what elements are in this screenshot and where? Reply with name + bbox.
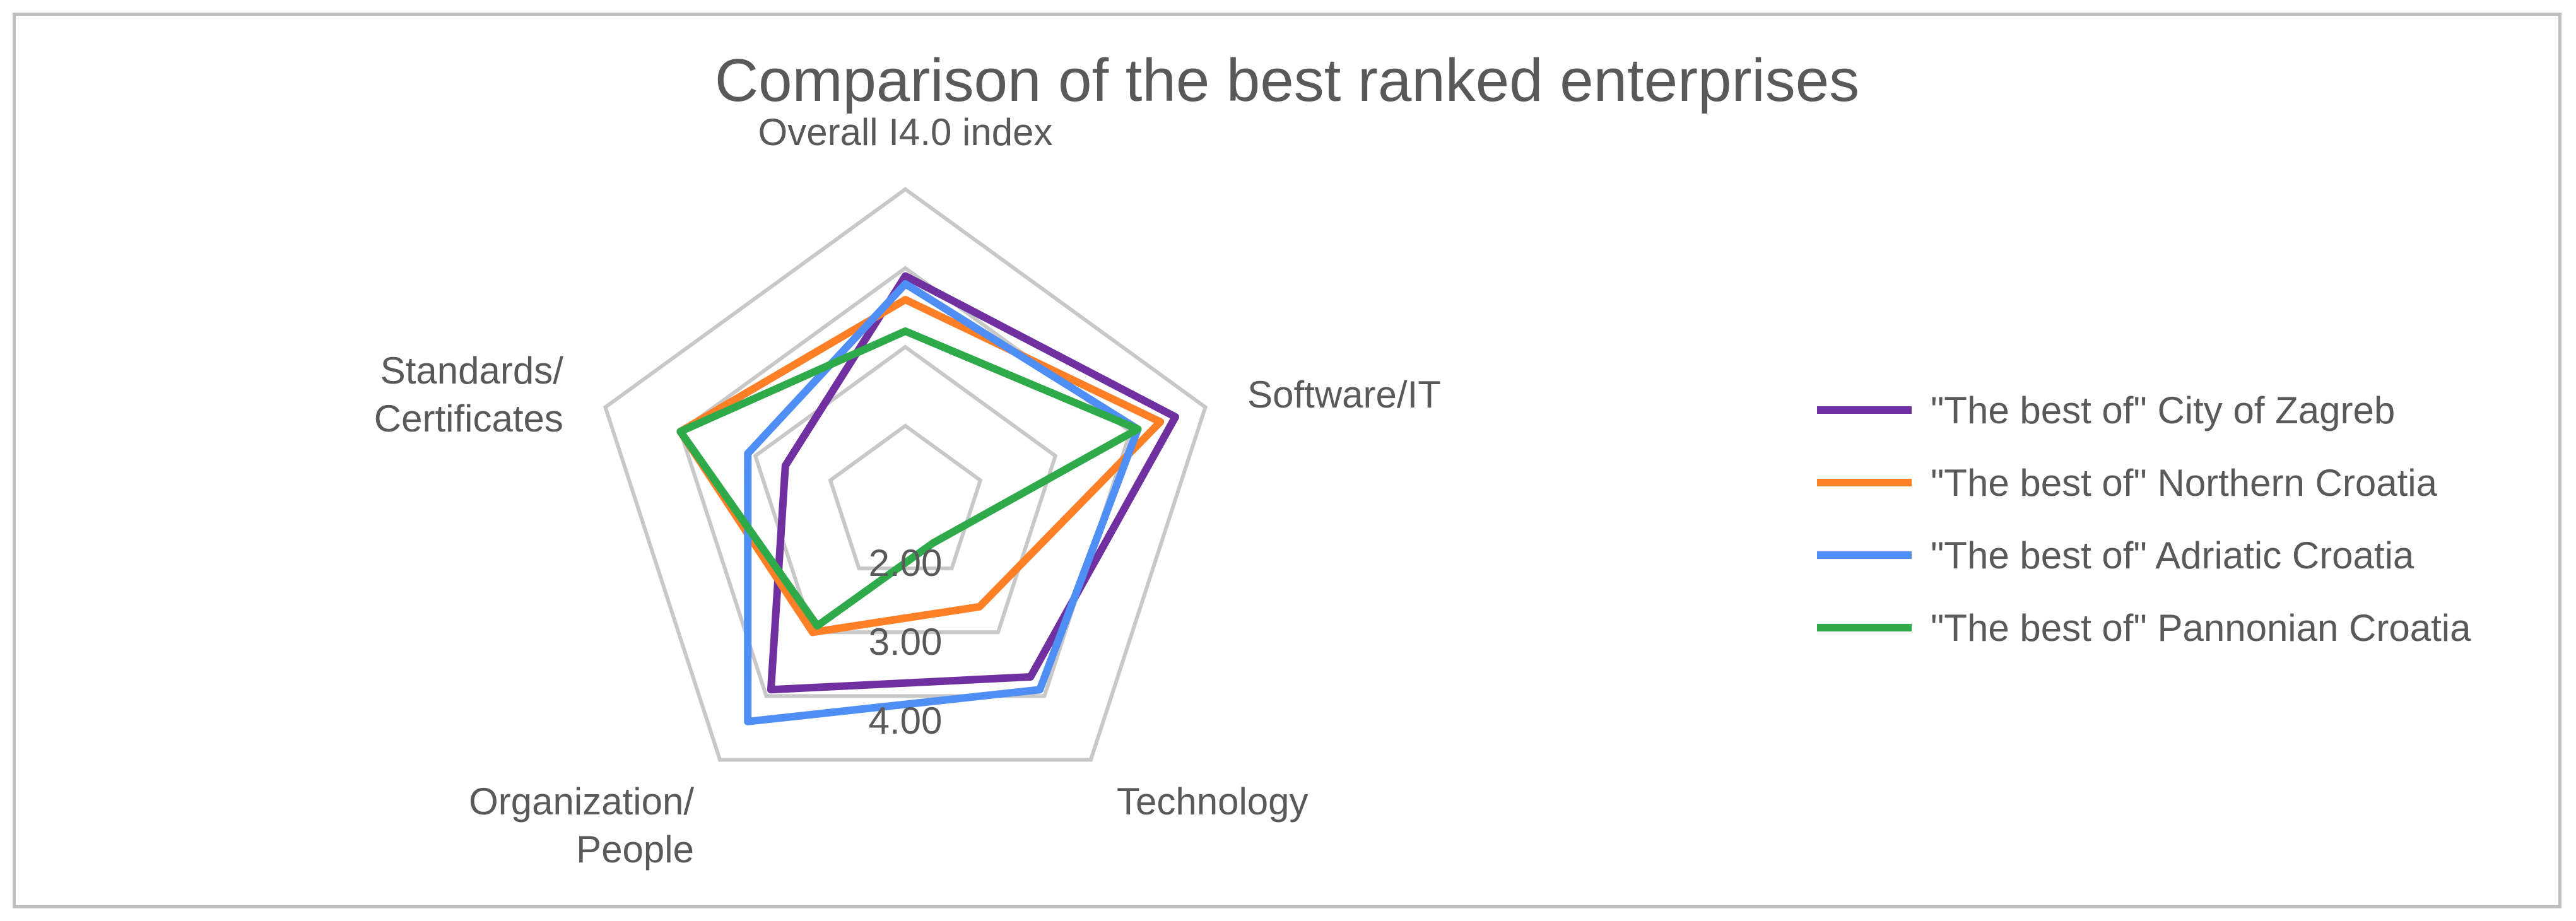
tick-label-1: 3.00 <box>869 621 943 663</box>
grid-ring-1 <box>828 423 983 571</box>
tick-label-0: 2.00 <box>869 542 943 584</box>
series-line-3 <box>676 327 1142 630</box>
series-line-0 <box>767 272 1179 694</box>
axis-label-0: Overall I4.0 index <box>758 111 1053 153</box>
legend-label-2: "The best of" Adriatic Croatia <box>1931 534 2414 577</box>
chart-frame <box>13 13 2561 908</box>
series-line-2 <box>744 280 1142 725</box>
axis-label-line: Certificates <box>374 397 563 440</box>
axis-label-line: People <box>576 828 694 871</box>
chart-title: Comparison of the best ranked enterprise… <box>715 47 1859 114</box>
legend-label-0: "The best of" City of Zagreb <box>1931 389 2395 431</box>
series-line-1 <box>676 296 1165 636</box>
tick-label-2: 4.00 <box>869 700 943 742</box>
axis-label-line: Technology <box>1117 780 1309 823</box>
axis-label-1: Software/IT <box>1247 373 1441 416</box>
tick-labels: 2.00 3.00 4.00 <box>869 542 943 742</box>
axis-label-line: Software/IT <box>1247 373 1441 416</box>
radar-series <box>676 272 1179 725</box>
axis-label-line: Overall I4.0 index <box>758 111 1053 153</box>
axis-label-line: Standards/ <box>380 349 564 392</box>
legend-label-3: "The best of" Pannonian Croatia <box>1931 607 2471 649</box>
axis-label-2: Technology <box>1117 780 1309 823</box>
axis-label-4: Standards/Certificates <box>374 349 563 440</box>
grid-ring-2 <box>753 344 1058 635</box>
axis-labels: Overall I4.0 index Software/IT Technology O… <box>374 111 1441 871</box>
axis-label-line: Organization/ <box>469 780 694 823</box>
legend-label-1: "The best of" Northern Croatia <box>1931 462 2438 504</box>
legend: "The best of" City of Zagreb "The best of… <box>1817 389 2471 649</box>
grid-ring-4 <box>603 187 1208 762</box>
axis-label-3: Organization/People <box>469 780 694 871</box>
